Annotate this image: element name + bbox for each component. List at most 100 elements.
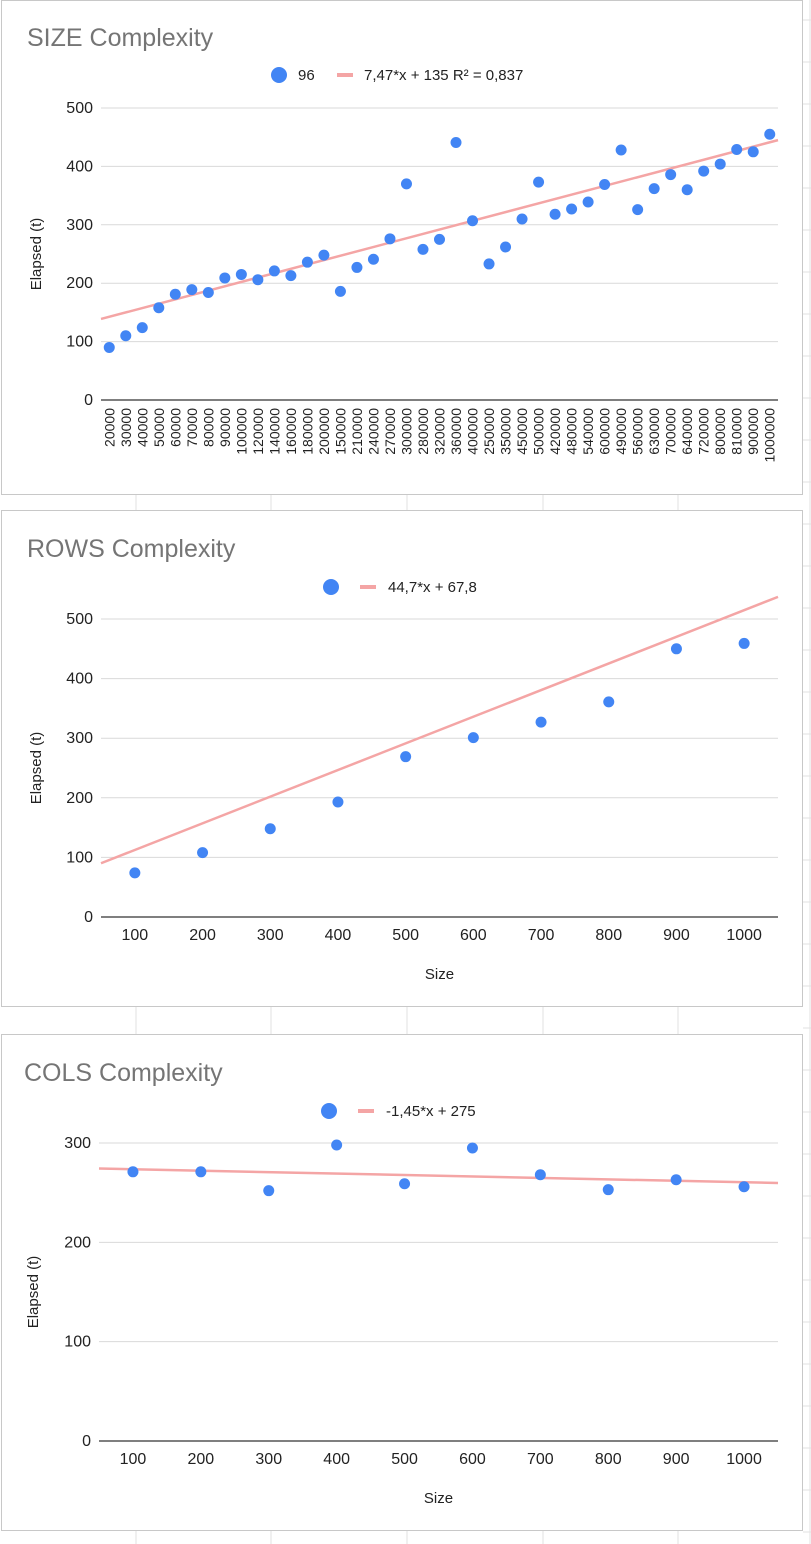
x-tick-label: 900000 [745,408,761,455]
x-tick-label: 100000 [233,408,249,455]
data-point [235,268,247,280]
data-point [483,258,495,270]
data-point [318,249,330,261]
data-point [197,847,209,859]
data-point [129,867,141,879]
x-tick-label: 560000 [630,408,646,455]
y-tick-label: 200 [66,790,93,807]
cols-complexity-chart[interactable]: COLS Complexity 0 100 200 300 Elapsed (t) 100 2… [1,1034,803,1531]
data-point [400,178,412,190]
x-tick-label: 600 [460,927,487,944]
data-point [367,253,379,265]
x-tick-label: 700000 [663,408,679,455]
data-point [332,796,344,808]
x-tick-label: 20000 [101,408,117,447]
x-tick-label: 200 [189,927,216,944]
x-tick-label: 700 [528,927,555,944]
data-point [500,241,512,253]
rows-complexity-chart[interactable]: ROWS Complexity 0 100 200 300 400 500 Elapsed (… [1,510,803,1007]
chart-title: SIZE Complexity [27,24,214,52]
x-tick-label: 490000 [613,408,629,455]
data-point [764,128,776,140]
data-point [202,287,214,299]
y-axis-label: Elapsed (t) [28,218,45,291]
trendline [98,1167,779,1185]
data-point [602,1184,614,1196]
y-axis-label: Elapsed (t) [25,1256,42,1329]
y-tick-label: 400 [66,158,93,175]
chart-title: ROWS Complexity [27,535,236,563]
chart-title: COLS Complexity [24,1059,223,1087]
data-point [670,1174,682,1186]
x-tick-label: 350000 [498,408,514,455]
x-tick-label: 400000 [465,408,481,455]
data-point [153,302,165,314]
x-tick-label: 420000 [547,408,563,455]
x-tick-label: 500 [392,927,419,944]
data-point [632,204,644,216]
x-tick-label: 360000 [448,408,464,455]
y-tick-label: 100 [66,334,93,351]
y-tick-label: 300 [64,1135,91,1152]
legend-trendline-label: 44,7*x + 67,8 [388,579,477,596]
y-tick-label: 100 [66,849,93,866]
data-point [450,136,462,148]
x-tick-label: 280000 [415,408,431,455]
data-point [285,270,297,282]
data-point [670,643,682,655]
x-tick-label: 1000 [726,1451,762,1468]
x-tick-label: 480000 [564,408,580,455]
data-point [533,176,545,188]
size-complexity-chart[interactable]: SIZE Complexity 0 100 200 300 400 500 Elapsed (… [1,0,803,495]
x-tick-label: 100 [121,927,148,944]
x-tick-label: 400 [323,1451,350,1468]
data-point [169,288,181,300]
x-tick-label: 80000 [200,408,216,447]
x-tick-label: 600 [459,1451,486,1468]
data-point [603,696,615,708]
y-tick-label: 200 [64,1234,91,1251]
x-tick-label: 120000 [250,408,266,455]
chart-group: SIZE Complexity 0 100 200 300 400 500 Elapsed (… [27,24,779,463]
x-tick-label: 540000 [580,408,596,455]
x-tick-label: 270000 [382,408,398,455]
x-tick-label: 70000 [184,408,200,447]
y-tick-label: 400 [66,671,93,688]
x-tick-label: 240000 [365,408,381,455]
data-point [681,184,693,196]
data-point [738,637,750,649]
data-point [665,169,677,181]
x-tick-label: 720000 [696,408,712,455]
data-point [467,215,479,227]
x-tick-label: 600000 [597,408,613,455]
data-point [334,285,346,297]
y-tick-label: 500 [66,611,93,628]
data-point [263,1185,275,1197]
data-point [120,330,132,342]
data-point [466,1142,478,1154]
trendline [100,595,779,865]
cols-chart-svg: COLS Complexity 0 100 200 300 Elapsed (t) 100 2… [24,1059,779,1507]
x-tick-label: 800 [595,1451,622,1468]
data-point [301,256,313,268]
x-tick-label: 700 [527,1451,554,1468]
x-tick-label: 200 [187,1451,214,1468]
data-point [615,144,627,156]
size-chart-svg: SIZE Complexity 0 100 200 300 400 500 Elapsed (… [27,24,779,463]
data-point [351,261,363,273]
data-point [648,183,660,195]
x-tick-label: 630000 [646,408,662,455]
x-axis-label: Size [425,966,454,983]
y-tick-label: 0 [82,1433,91,1450]
chart-group: COLS Complexity 0 100 200 300 Elapsed (t) 100 2… [24,1059,779,1507]
x-tick-label: 60000 [167,408,183,447]
data-point [399,1178,411,1190]
x-tick-label: 400 [325,927,352,944]
x-tick-label: 500000 [531,408,547,455]
x-tick-label: 40000 [134,408,150,447]
x-tick-label: 50000 [151,408,167,447]
x-tick-label: 800000 [712,408,728,455]
data-point [127,1166,139,1178]
data-point [582,196,594,208]
data-point [400,751,412,763]
